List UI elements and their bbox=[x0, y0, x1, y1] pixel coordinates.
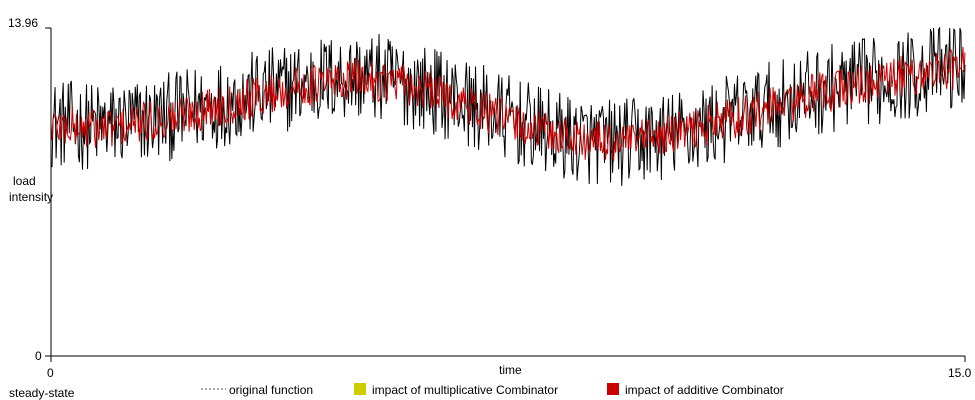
series-line-impact-of-additive-combinator bbox=[50, 46, 966, 162]
x-tick-label-end: 15.0 bbox=[948, 366, 972, 380]
x-tick-label-start: 0 bbox=[47, 366, 54, 380]
legend-swatch-additive bbox=[607, 383, 619, 395]
y-tick-label-zero: 0 bbox=[35, 349, 42, 363]
legend: original function impact of multiplicati… bbox=[201, 383, 784, 397]
legend-label-original: original function bbox=[229, 383, 313, 397]
legend-swatch-multiplicative bbox=[354, 383, 366, 395]
y-tick-label-top: 13.96 bbox=[8, 16, 38, 30]
legend-label-additive: impact of additive Combinator bbox=[625, 383, 784, 397]
y-axis-label-line-2: intensity bbox=[9, 190, 53, 204]
legend-label-multiplicative: impact of multiplicative Combinator bbox=[372, 383, 558, 397]
series-line-original-function bbox=[50, 26, 966, 186]
footer-label: steady-state bbox=[9, 386, 75, 400]
series-layer bbox=[50, 26, 966, 186]
x-axis-label: time bbox=[499, 363, 522, 377]
y-axis-label-line-1: load bbox=[13, 174, 36, 188]
